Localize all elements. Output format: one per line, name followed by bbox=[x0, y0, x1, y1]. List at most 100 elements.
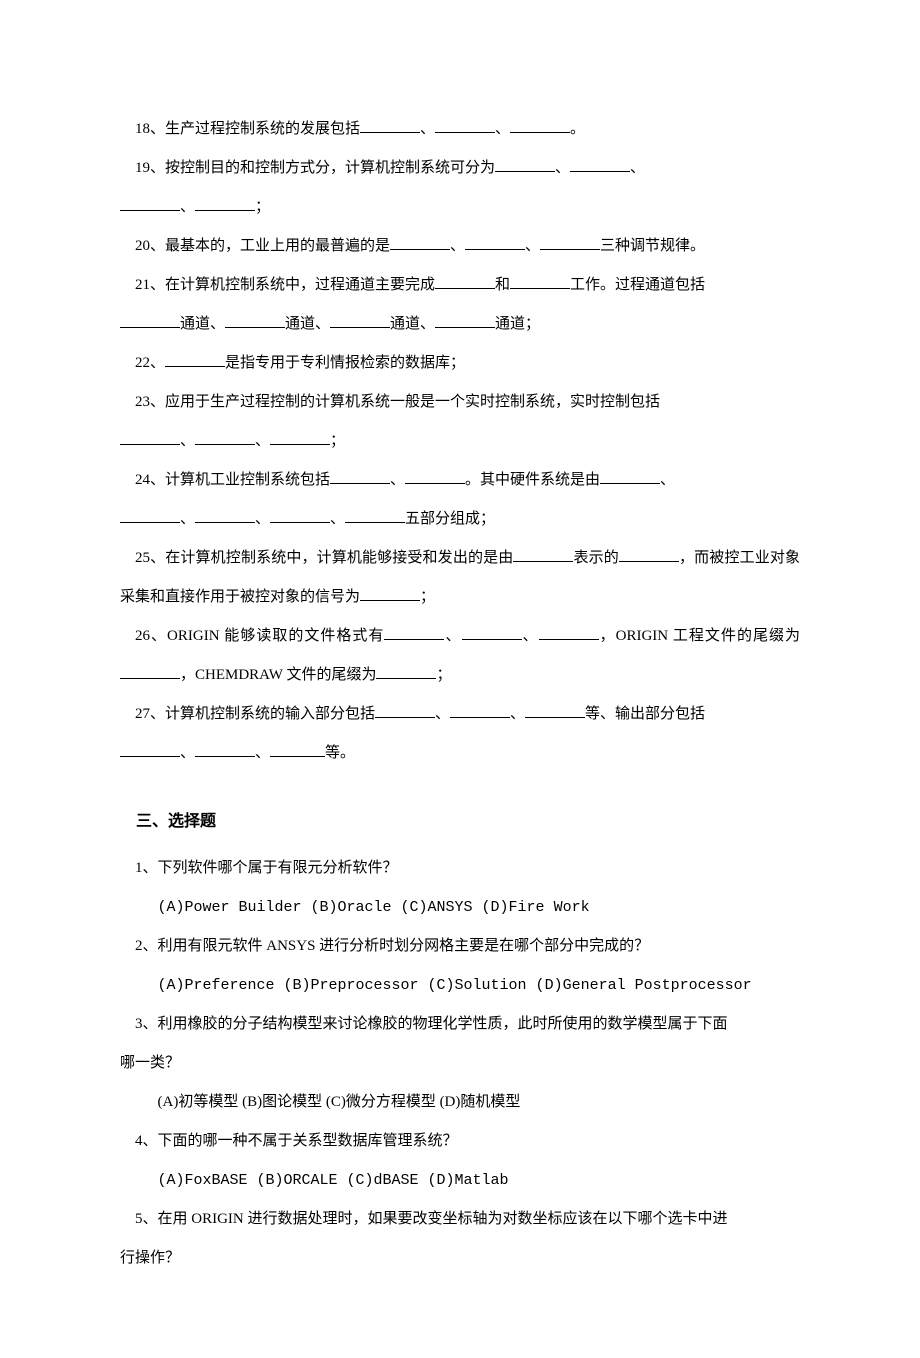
blank bbox=[120, 743, 180, 758]
q27-text-a: 27、计算机控制系统的输入部分包括 bbox=[135, 706, 375, 722]
blank bbox=[510, 119, 570, 134]
sep: 、 bbox=[255, 745, 270, 761]
blank bbox=[225, 314, 285, 329]
blank bbox=[510, 275, 570, 290]
blank bbox=[120, 665, 180, 680]
blank bbox=[345, 509, 405, 524]
mc-q4-stem: 4、下面的哪一种不属于关系型数据库管理系统？ bbox=[135, 1133, 458, 1149]
mc-q3-stem-a: 3、利用橡胶的分子结构模型来讨论橡胶的物理化学性质，此时所使用的数学模型属于下面 bbox=[135, 1016, 728, 1032]
question-19-line2: 、； bbox=[120, 188, 800, 227]
blank bbox=[195, 431, 255, 446]
blank bbox=[513, 548, 573, 563]
blank bbox=[120, 509, 180, 524]
mc-question-3-line2: 哪一类？ bbox=[120, 1044, 800, 1083]
blank bbox=[376, 665, 436, 680]
sep: 、 bbox=[555, 160, 570, 176]
blank bbox=[570, 158, 630, 173]
question-27-line2: 、 、 等。 bbox=[120, 734, 800, 773]
mc-question-5-line2: 行操作？ bbox=[120, 1239, 800, 1278]
q27-text-b: 等、输出部分包括 bbox=[585, 706, 705, 722]
question-22: 22、 是指专用于专利情报检索的数据库； bbox=[120, 344, 800, 383]
q18-tail: 。 bbox=[570, 121, 585, 137]
blank bbox=[495, 158, 555, 173]
mc-question-3: 3、利用橡胶的分子结构模型来讨论橡胶的物理化学性质，此时所使用的数学模型属于下面 bbox=[120, 1005, 800, 1044]
q23-tail: ； bbox=[330, 433, 345, 449]
q23-text-a: 23、应用于生产过程控制的计算机系统一般是一个实时控制系统，实时控制包括 bbox=[135, 394, 660, 410]
q25-tail: ； bbox=[420, 589, 435, 605]
mc-q2-stem: 2、利用有限元软件 ANSYS 进行分析时划分网格主要是在哪个部分中完成的？ bbox=[135, 938, 649, 954]
question-25: 25、在计算机控制系统中，计算机能够接受和发出的是由表示的，而被控工业对象采集和… bbox=[120, 539, 800, 617]
blank bbox=[330, 470, 390, 485]
mc-question-5: 5、在用 ORIGIN 进行数据处理时，如果要改变坐标轴为对数坐标应该在以下哪个… bbox=[120, 1200, 800, 1239]
q26-text-c: ，CHEMDRAW 文件的尾缀为 bbox=[180, 667, 376, 683]
question-23-line2: 、、； bbox=[120, 422, 800, 461]
blank bbox=[375, 704, 435, 719]
question-21: 21、在计算机控制系统中，过程通道主要完成 和 工作。过程通道包括 bbox=[120, 266, 800, 305]
question-24: 24、计算机工业控制系统包括、。其中硬件系统是由、 bbox=[120, 461, 800, 500]
sep: 、 bbox=[180, 745, 195, 761]
question-18: 18、生产过程控制系统的发展包括、、。 bbox=[120, 110, 800, 149]
mc-q1-options: (A)Power Builder (B)Oracle (C)ANSYS (D)F… bbox=[120, 888, 800, 927]
sep: 、 bbox=[330, 511, 345, 527]
blank bbox=[270, 509, 330, 524]
blank bbox=[195, 509, 255, 524]
blank bbox=[435, 314, 495, 329]
blank bbox=[600, 470, 660, 485]
blank bbox=[330, 314, 390, 329]
sep: 、 bbox=[255, 433, 270, 449]
blank bbox=[540, 236, 600, 251]
blank bbox=[120, 431, 180, 446]
q26-text-b: ，ORIGIN 工程文件的尾缀为 bbox=[599, 628, 800, 644]
blank bbox=[195, 743, 255, 758]
sep: 、 bbox=[435, 706, 450, 722]
blank bbox=[360, 587, 420, 602]
question-20: 20、最基本的，工业上用的最普遍的是、、三种调节规律。 bbox=[120, 227, 800, 266]
question-19: 19、按控制目的和控制方式分，计算机控制系统可分为、、 bbox=[120, 149, 800, 188]
blank bbox=[384, 626, 444, 641]
blank bbox=[165, 353, 225, 368]
mc-question-4: 4、下面的哪一种不属于关系型数据库管理系统？ bbox=[120, 1122, 800, 1161]
question-27: 27、计算机控制系统的输入部分包括 、 、 等、输出部分包括 bbox=[120, 695, 800, 734]
q21-text-a: 21、在计算机控制系统中，过程通道主要完成 bbox=[135, 277, 435, 293]
q21-mid: 和 bbox=[495, 277, 510, 293]
q22-text-a: 22、 bbox=[135, 355, 165, 371]
sep: 、 bbox=[495, 121, 510, 137]
sep: 、 bbox=[510, 706, 525, 722]
q27-tail: 等。 bbox=[325, 745, 355, 761]
blank bbox=[450, 704, 510, 719]
sep: 、 bbox=[630, 160, 645, 176]
q25-text-b: 表示的 bbox=[573, 550, 619, 566]
mc-q3-options: (A)初等模型 (B)图论模型 (C)微分方程模型 (D)随机模型 bbox=[120, 1083, 800, 1122]
sep: 、 bbox=[660, 472, 675, 488]
sep: 、 bbox=[525, 238, 540, 254]
blank bbox=[405, 470, 465, 485]
blank bbox=[120, 197, 180, 212]
question-26: 26、ORIGIN 能够读取的文件格式有、、，ORIGIN 工程文件的尾缀为，C… bbox=[120, 617, 800, 695]
blank bbox=[539, 626, 599, 641]
q26-text-a: 26、ORIGIN 能够读取的文件格式有 bbox=[135, 628, 384, 644]
q21-text-b: 工作。过程通道包括 bbox=[570, 277, 705, 293]
blank bbox=[270, 743, 325, 758]
mc-q2-options: (A)Preference (B)Preprocessor (C)Solutio… bbox=[120, 966, 800, 1005]
q24-text-a: 24、计算机工业控制系统包括 bbox=[135, 472, 330, 488]
blank bbox=[619, 548, 679, 563]
mc-question-1: 1、下列软件哪个属于有限元分析软件？ bbox=[120, 849, 800, 888]
mc-q1-stem: 1、下列软件哪个属于有限元分析软件？ bbox=[135, 860, 398, 876]
q21-ch3: 通道、 bbox=[390, 316, 435, 332]
sep: 、 bbox=[390, 472, 405, 488]
blank bbox=[270, 431, 330, 446]
sep: 、 bbox=[180, 199, 195, 215]
mc-question-2: 2、利用有限元软件 ANSYS 进行分析时划分网格主要是在哪个部分中完成的？ bbox=[120, 927, 800, 966]
blank bbox=[435, 119, 495, 134]
blank bbox=[525, 704, 585, 719]
sep: 、 bbox=[420, 121, 435, 137]
sep: 、 bbox=[255, 511, 270, 527]
mc-q5-stem-a: 5、在用 ORIGIN 进行数据处理时，如果要改变坐标轴为对数坐标应该在以下哪个… bbox=[135, 1211, 728, 1227]
mc-q3-stem-b: 哪一类？ bbox=[120, 1055, 180, 1071]
blank bbox=[390, 236, 450, 251]
blank bbox=[462, 626, 522, 641]
q22-text-b: 是指专用于专利情报检索的数据库； bbox=[225, 355, 465, 371]
q19-tail: ； bbox=[255, 199, 270, 215]
sep: 、 bbox=[522, 628, 539, 644]
sep: 、 bbox=[180, 511, 195, 527]
